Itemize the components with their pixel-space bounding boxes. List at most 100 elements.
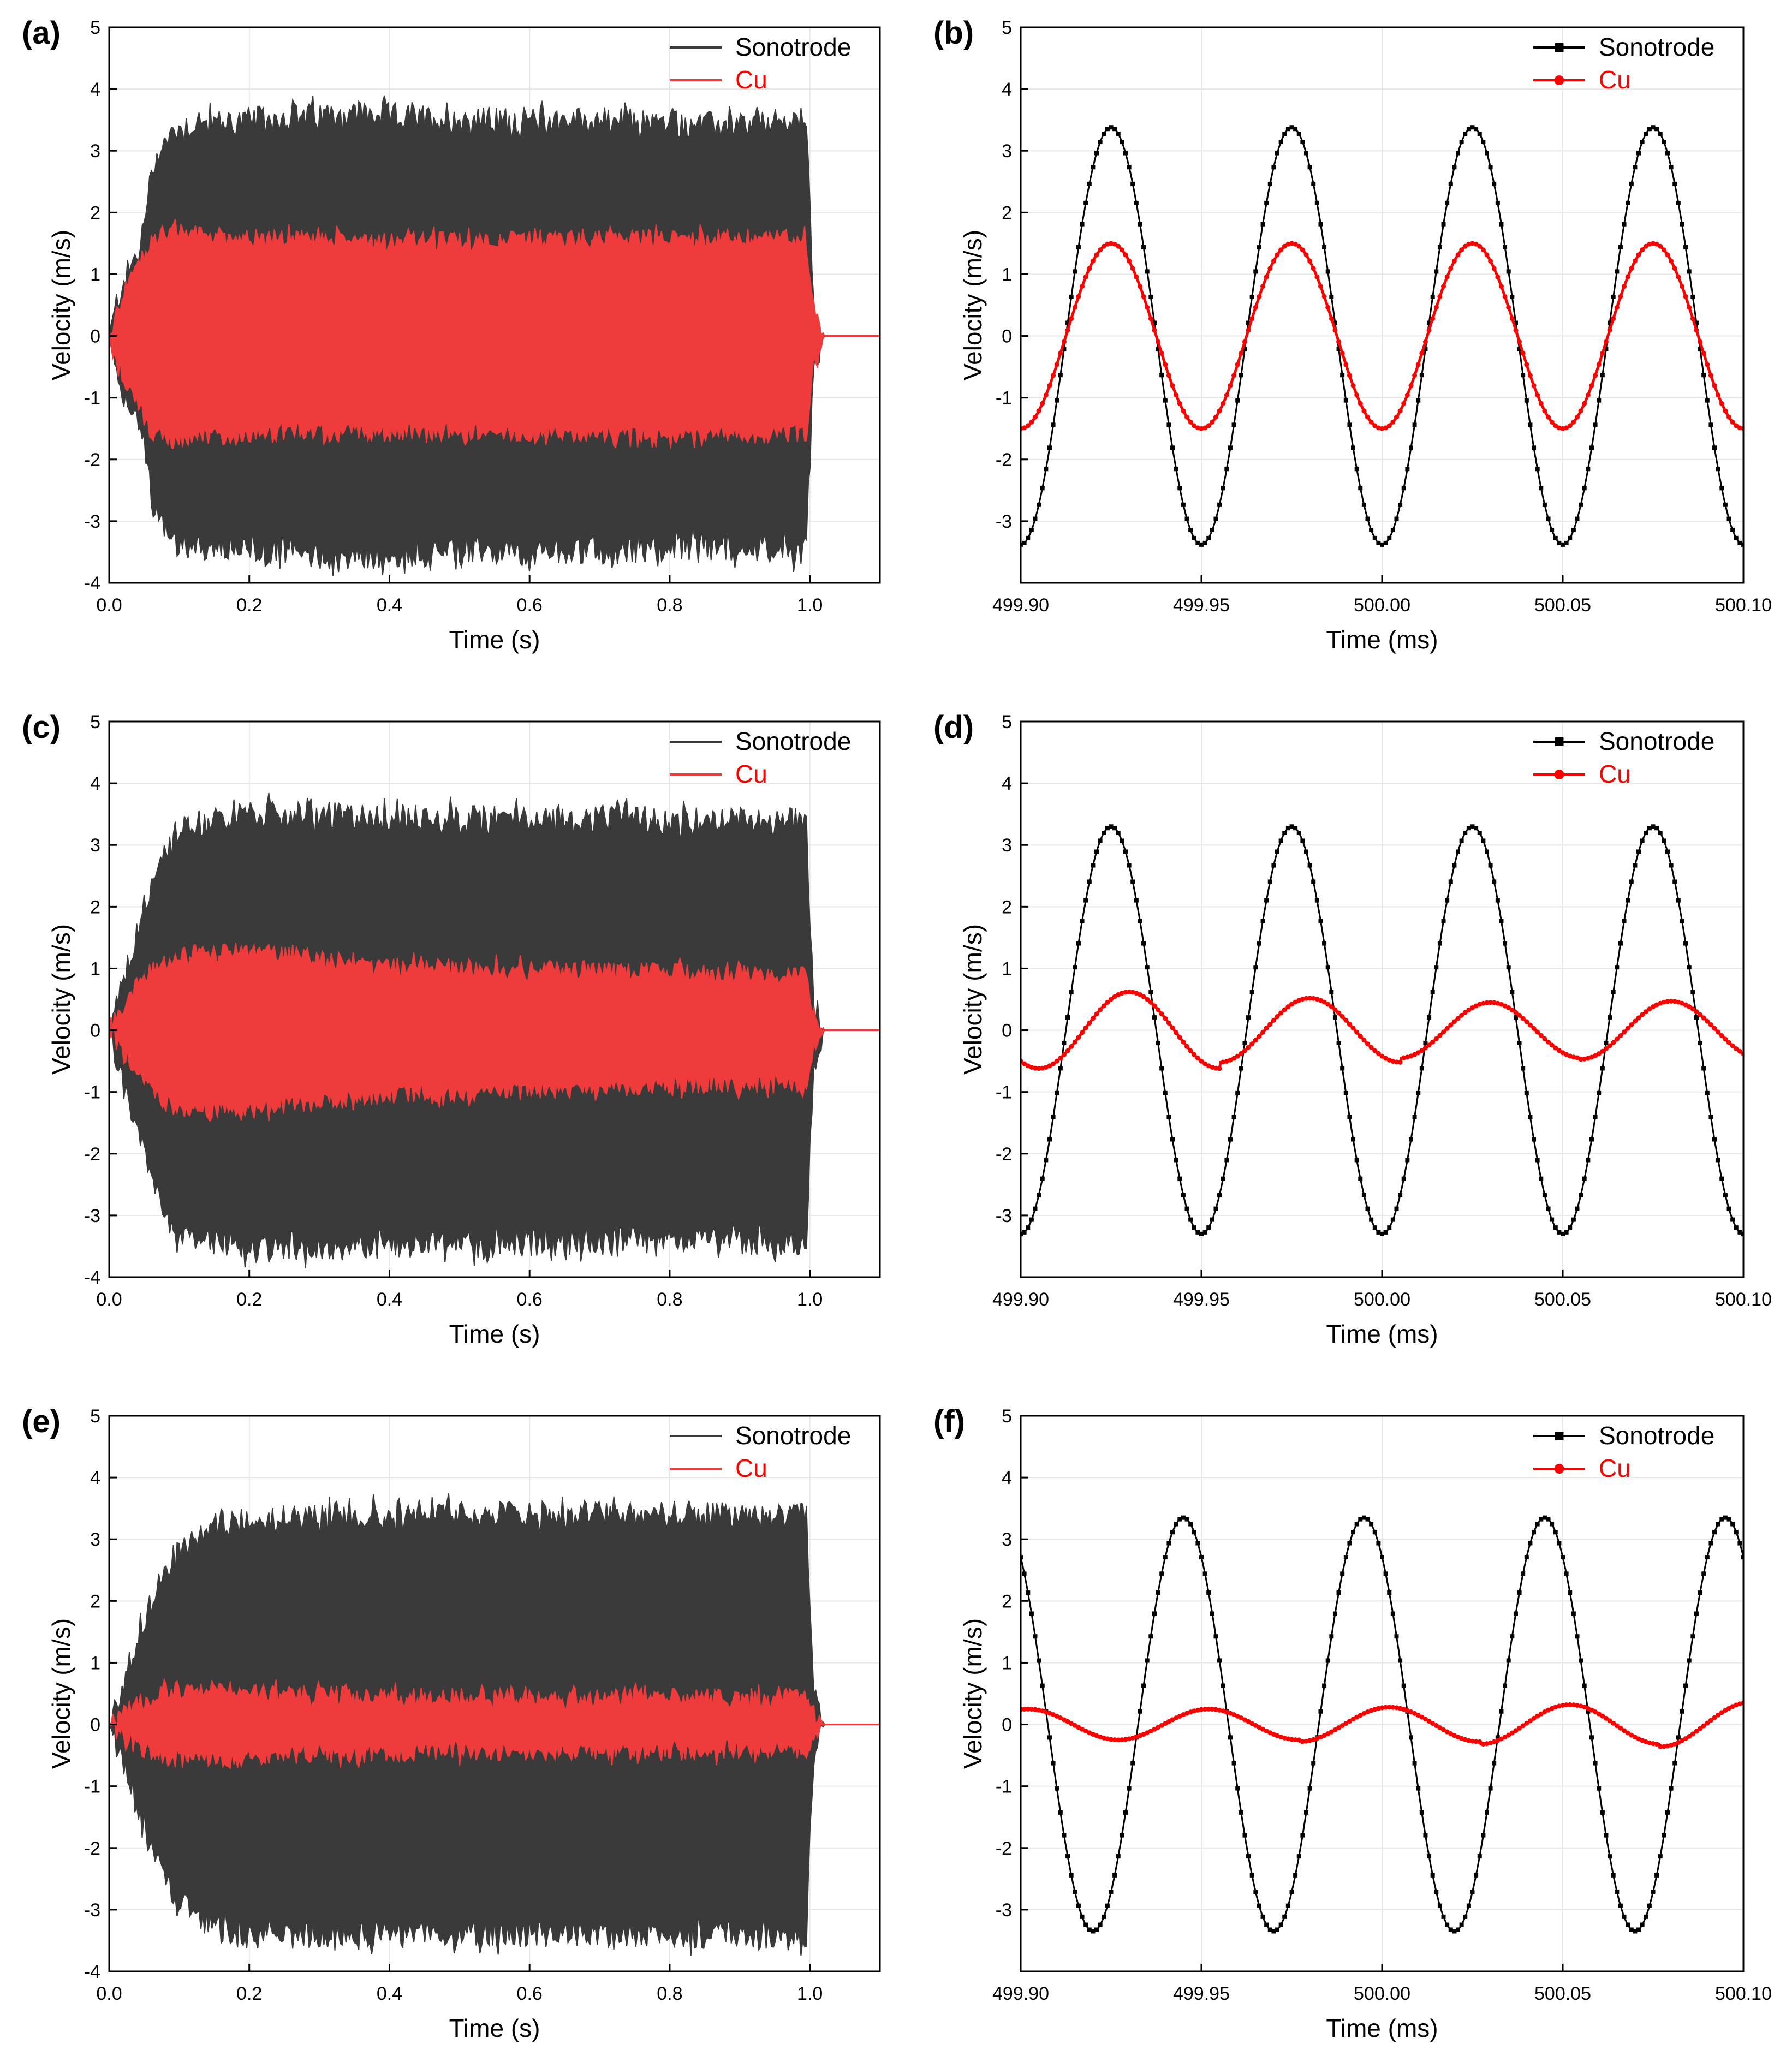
marker-square xyxy=(1557,1230,1562,1235)
marker-square xyxy=(1741,542,1743,547)
marker-circle xyxy=(1293,1737,1298,1743)
marker-square xyxy=(1076,1903,1081,1908)
marker-square xyxy=(1430,1873,1435,1878)
marker-circle xyxy=(1303,996,1309,1001)
marker-circle xyxy=(1184,414,1190,420)
marker-circle xyxy=(1441,284,1446,289)
marker-square xyxy=(1524,398,1529,403)
marker-square xyxy=(1561,1555,1565,1560)
marker-circle xyxy=(1332,1007,1338,1012)
marker-square xyxy=(1354,1522,1359,1527)
marker-square xyxy=(1307,1786,1312,1791)
marker-square xyxy=(1325,269,1330,274)
marker-circle xyxy=(1152,1726,1157,1732)
marker-square xyxy=(1051,1115,1056,1119)
marker-square xyxy=(1575,516,1580,521)
marker-circle xyxy=(1224,392,1229,398)
marker-square xyxy=(1224,467,1229,472)
marker-square xyxy=(1163,1090,1168,1095)
marker-square xyxy=(1278,140,1283,145)
marker-circle xyxy=(1141,994,1146,999)
marker-square xyxy=(1195,1541,1200,1546)
marker-circle xyxy=(1354,392,1360,398)
marker-circle xyxy=(1379,1705,1385,1711)
marker-circle xyxy=(1705,1720,1710,1726)
marker-square xyxy=(1289,125,1294,130)
marker-square xyxy=(1246,1015,1251,1020)
marker-square xyxy=(1058,1066,1063,1071)
marker-circle xyxy=(1311,266,1316,271)
panel-label: (b) xyxy=(933,15,974,51)
marker-square xyxy=(1260,919,1265,923)
legend-marker-square xyxy=(1555,43,1564,52)
y-tick-label: -2 xyxy=(84,1144,100,1165)
marker-circle xyxy=(1275,252,1280,258)
marker-square xyxy=(1361,1515,1366,1520)
marker-square xyxy=(1242,1833,1247,1838)
panel-e: (e) -4 -3 -2 -1 0 1 2 3 4 5 0.0 0.2 0.4 0.6 0.8 1.0 Time … xyxy=(22,1404,881,2042)
marker-circle xyxy=(1622,1029,1627,1035)
marker-circle xyxy=(1358,1034,1363,1039)
x-tick-label: 500.00 xyxy=(1354,595,1410,616)
marker-circle xyxy=(1123,1737,1128,1742)
marker-circle xyxy=(1343,1017,1349,1023)
marker-square xyxy=(1177,1517,1182,1522)
marker-circle xyxy=(1358,401,1363,406)
axes-frame xyxy=(108,26,881,584)
marker-square xyxy=(1539,1176,1544,1181)
marker-circle xyxy=(1647,1006,1652,1012)
marker-square xyxy=(1257,1903,1261,1908)
marker-square xyxy=(1676,200,1681,205)
marker-square xyxy=(1615,269,1620,274)
x-tick-label: 499.95 xyxy=(1173,595,1230,616)
marker-square xyxy=(1600,373,1605,378)
marker-circle xyxy=(1517,1012,1522,1018)
marker-square xyxy=(1408,1735,1413,1740)
marker-square xyxy=(1708,422,1713,427)
marker-square xyxy=(1604,1040,1609,1045)
y-tick-label: -1 xyxy=(84,1777,100,1797)
marker-square xyxy=(1311,181,1316,186)
marker-circle xyxy=(1174,392,1179,398)
marker-square xyxy=(1351,1137,1356,1142)
marker-square xyxy=(1159,1066,1164,1071)
marker-circle xyxy=(1061,1717,1067,1723)
marker-square xyxy=(1535,1158,1540,1163)
marker-square xyxy=(1492,181,1497,186)
marker-circle xyxy=(1271,1017,1276,1023)
marker-square xyxy=(1600,1810,1605,1815)
marker-square xyxy=(1708,1115,1713,1119)
marker-square xyxy=(1141,1683,1146,1688)
marker-square xyxy=(1102,1914,1106,1919)
marker-square xyxy=(1354,467,1359,472)
marker-circle xyxy=(1600,1048,1605,1054)
marker-square xyxy=(1408,445,1413,450)
marker-square xyxy=(1441,1914,1446,1919)
marker-square xyxy=(1470,125,1475,130)
marker-circle xyxy=(1069,1721,1074,1726)
y-tick-label: 4 xyxy=(1002,1468,1012,1488)
marker-square xyxy=(1466,127,1471,132)
marker-circle xyxy=(1072,1039,1077,1045)
marker-square xyxy=(1358,1176,1363,1181)
marker-square xyxy=(1665,849,1670,854)
marker-square xyxy=(1029,1217,1034,1222)
marker-square xyxy=(1716,1158,1720,1163)
marker-square xyxy=(1575,1634,1580,1639)
marker-circle xyxy=(1513,327,1519,333)
marker-square xyxy=(1130,181,1135,186)
marker-square xyxy=(1640,838,1645,843)
marker-square xyxy=(1188,1217,1193,1222)
series-sonotrode-markers xyxy=(1021,1515,1743,1934)
marker-square xyxy=(1343,1090,1348,1095)
marker-circle xyxy=(1321,999,1327,1005)
legend-label-sonotrode: Sonotrode xyxy=(1599,1421,1714,1450)
marker-circle xyxy=(1257,1725,1262,1730)
marker-circle xyxy=(1246,1045,1251,1050)
marker-square xyxy=(1615,1890,1620,1894)
marker-circle xyxy=(1231,1056,1237,1061)
marker-square xyxy=(1542,502,1547,507)
marker-square xyxy=(1705,1555,1710,1560)
marker-square xyxy=(1303,151,1308,156)
marker-circle xyxy=(1404,392,1410,398)
